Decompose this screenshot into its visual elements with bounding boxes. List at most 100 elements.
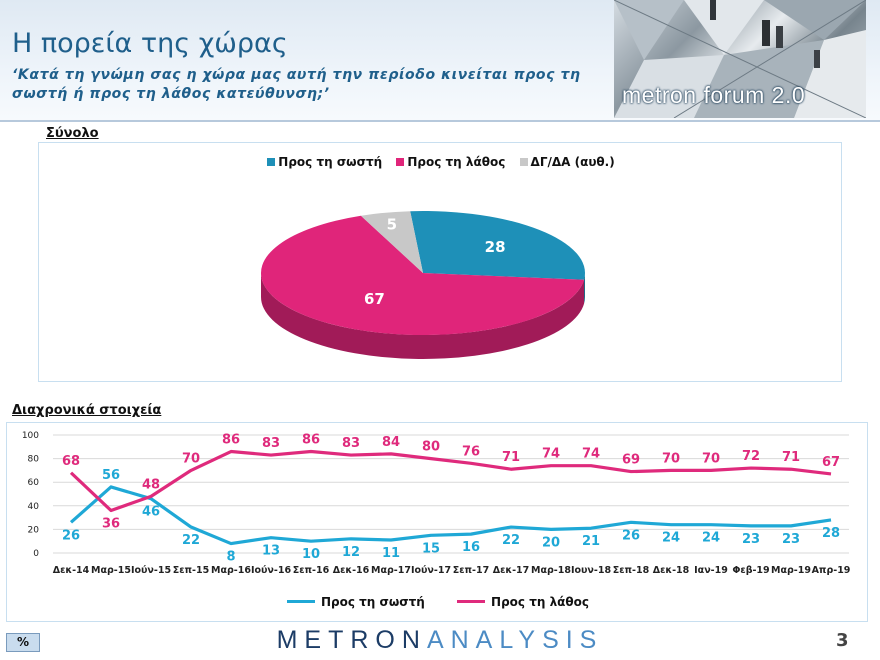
pie-slice (410, 211, 585, 280)
line-chart-panel: 0 20 40 60 80 100 Δεκ-14 Μαρ-15 Ιούν-15 Σεπ-15 Μαρ… (6, 422, 868, 622)
legend-line-wrong (457, 600, 486, 603)
x-tick-label: Μαρ-15 (91, 565, 131, 576)
brand-left: METRON (276, 626, 427, 654)
pie-slice-side (584, 273, 585, 304)
pie-chart-panel: 28 67 5 Προς τη σωστή Προς τη λάθος ΔΓ/ΔΑ … (38, 142, 842, 382)
x-tick-label: Μαρ-16 (211, 565, 251, 576)
legend-line-right (286, 600, 315, 603)
x-tick-label: Ιούν-15 (131, 565, 171, 576)
data-label: 24 (702, 531, 720, 546)
data-label: 56 (102, 468, 120, 483)
brand-right: ANALYSIS (426, 626, 604, 654)
header: Η πορεία της χώρας ‘Κατά τη γνώμη σας η … (0, 0, 880, 122)
data-label: 12 (342, 545, 360, 560)
data-label: 8 (226, 550, 235, 565)
data-label: 10 (302, 547, 320, 562)
data-label: 23 (782, 532, 800, 547)
data-label: 70 (662, 451, 680, 466)
brand-logo: METRONANALYSIS (0, 626, 880, 655)
y-tick-label: 20 (28, 525, 40, 535)
x-tick-label: Δεκ-14 (53, 565, 90, 576)
pie-legend-item-dk: ΔΓ/ΔΑ (αυθ.) (519, 155, 615, 169)
data-label: 68 (62, 454, 80, 469)
line-legend-label: Προς τη λάθος (491, 595, 590, 609)
data-label: 22 (182, 533, 200, 548)
swatch-dk (519, 158, 528, 166)
series-line (69, 449, 832, 513)
data-label: 36 (102, 517, 120, 532)
data-label: 24 (662, 531, 680, 546)
data-label: 84 (382, 435, 400, 450)
page-number: 3 (836, 630, 849, 651)
x-tick-label: Ιούν-17 (411, 565, 451, 576)
y-tick-label: 100 (22, 431, 39, 441)
percent-badge: % (6, 633, 40, 652)
line-legend-item-wrong: Προς τη λάθος (457, 595, 589, 609)
y-tick-label: 0 (33, 549, 39, 559)
pie-legend-label: Προς τη σωστή (278, 155, 383, 169)
x-tick-label: Ιαν-19 (694, 565, 728, 576)
data-label: 69 (622, 453, 640, 468)
pie-data-label: 67 (364, 290, 385, 308)
data-label: 26 (622, 528, 640, 543)
swatch-wrong (396, 158, 405, 166)
x-tick-label: Ιουν-18 (571, 565, 612, 576)
series-line (69, 485, 832, 546)
data-label: 83 (262, 436, 280, 451)
x-tick-label: Μαρ-18 (531, 565, 571, 576)
data-label: 74 (542, 447, 560, 462)
data-label: 80 (422, 440, 440, 455)
x-tick-label: Δεκ-18 (653, 565, 690, 576)
data-label: 20 (542, 535, 560, 550)
pie-legend-label: Προς τη λάθος (407, 155, 506, 169)
swatch-right (267, 158, 276, 166)
y-tick-label: 40 (28, 502, 40, 512)
y-tick-label: 60 (28, 478, 40, 488)
pie-section-label: Σύνολο (46, 126, 99, 141)
data-label: 26 (62, 528, 80, 543)
data-label: 28 (822, 526, 840, 541)
pie-legend-label: ΔΓ/ΔΑ (αυθ.) (530, 155, 615, 169)
data-label: 15 (422, 541, 440, 556)
data-label: 21 (582, 534, 600, 549)
page-subtitle: ‘Κατά τη γνώμη σας η χώρα μας αυτή την π… (12, 67, 581, 102)
data-label: 76 (462, 444, 480, 459)
page-title: Η πορεία της χώρας (12, 28, 288, 59)
data-label: 86 (302, 433, 320, 448)
pie-slice (360, 211, 423, 273)
header-photo (614, 0, 866, 118)
x-tick-label: Σεπ-15 (173, 565, 209, 576)
data-label: 13 (262, 544, 280, 559)
data-label: 46 (142, 505, 160, 520)
y-tick-label: 80 (28, 455, 40, 465)
pie-data-label: 5 (387, 216, 397, 234)
line-legend-item-right: Προς τη σωστή (286, 595, 425, 609)
data-label: 23 (742, 532, 760, 547)
x-tick-label: Μαρ-17 (371, 565, 411, 576)
data-label: 86 (222, 433, 240, 448)
forum-logo: metron forum 2.0 (622, 82, 806, 108)
data-label: 70 (182, 451, 200, 466)
pie-slice-side (261, 273, 585, 359)
data-label: 83 (342, 436, 360, 451)
x-tick-label: Φεβ-19 (732, 565, 769, 576)
x-tick-label: Δεκ-17 (493, 565, 530, 576)
x-tick-label: Σεπ-16 (293, 565, 330, 576)
data-label: 11 (382, 546, 400, 561)
pie-legend-item-right: Προς τη σωστή (267, 155, 382, 169)
data-label: 48 (142, 477, 160, 492)
data-label: 71 (782, 450, 800, 465)
data-label: 72 (742, 449, 760, 464)
line-legend-label: Προς τη σωστή (320, 595, 425, 609)
pie-data-label: 28 (485, 238, 506, 256)
x-tick-label: Απρ-19 (812, 565, 851, 576)
pie-legend: Προς τη σωστή Προς τη λάθος ΔΓ/ΔΑ (αυθ.) (39, 155, 843, 169)
x-tick-label: Ιούν-16 (251, 565, 292, 576)
x-tick-label: Σεπ-18 (613, 565, 650, 576)
pie-slice (261, 215, 585, 335)
data-label: 71 (502, 450, 520, 465)
data-label: 67 (822, 455, 840, 470)
pie-legend-item-wrong: Προς τη λάθος (396, 155, 505, 169)
